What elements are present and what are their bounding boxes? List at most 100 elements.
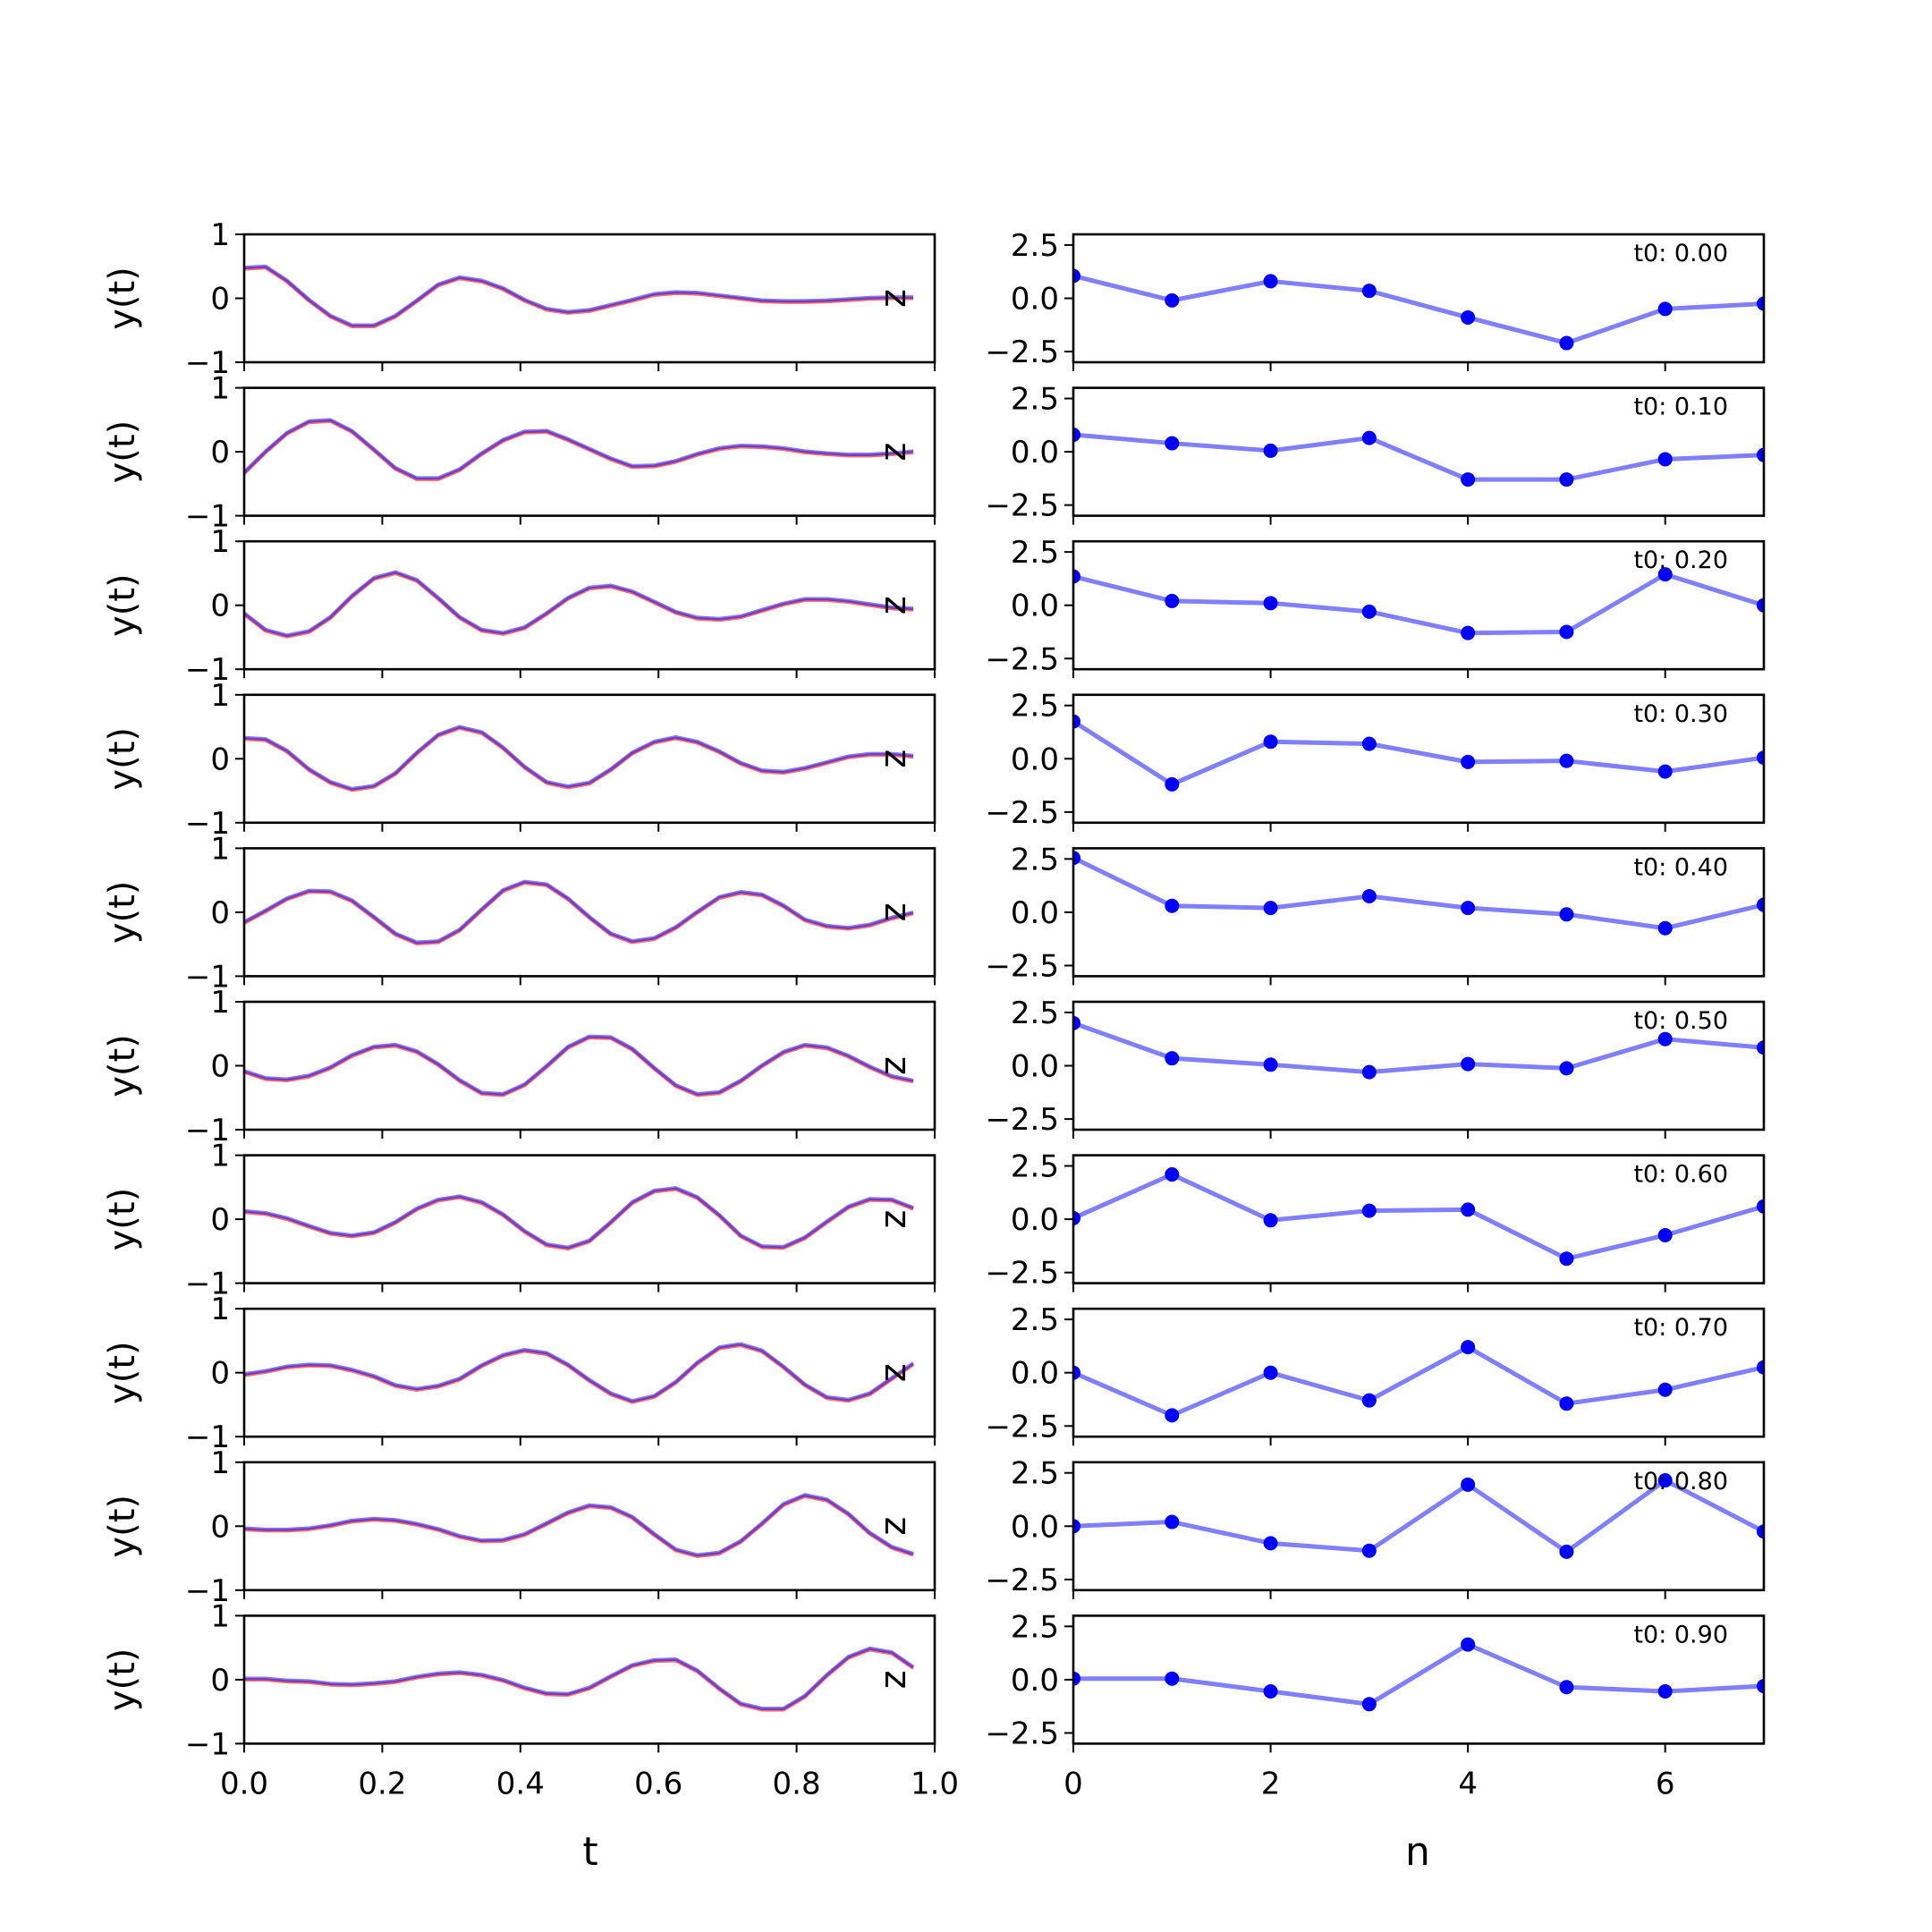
panel-t0-annotation-1: t0: 0.10 <box>1633 394 1728 421</box>
left-ytick-label-3-2: −1 <box>185 806 230 842</box>
latent-point-7-0 <box>1073 1365 1080 1380</box>
latent-line-7 <box>1073 1344 1764 1418</box>
latent-point-1-4 <box>1461 472 1476 487</box>
left-ytick-label-4-1: 0 <box>210 895 230 931</box>
latent-point-0-6 <box>1657 301 1673 317</box>
panel-t0-annotation-9: t0: 0.90 <box>1633 1621 1728 1648</box>
left-y-axis-label-6: y(t) <box>102 1188 143 1251</box>
left-xtick-label-2: 0.4 <box>496 1766 545 1801</box>
signal-a-line-3 <box>243 724 914 791</box>
panel-t0-annotation-0: t0: 0.00 <box>1633 240 1728 267</box>
latent-point-5-3 <box>1361 1064 1377 1080</box>
subplot-row-7: 1 0 −1 y(t) z 2.5 0.0 −2.5 t0: 0.70 <box>102 1292 1766 1455</box>
latent-point-1-3 <box>1361 430 1377 445</box>
latent-line-8 <box>1073 1478 1764 1555</box>
right-x-axis-label: n <box>1405 1829 1430 1875</box>
latent-point-4-6 <box>1657 920 1673 936</box>
left-y-axis-label-7: y(t) <box>102 1341 143 1404</box>
latent-line-3 <box>1073 719 1764 787</box>
left-xtick-label-1: 0.2 <box>358 1766 406 1801</box>
latent-point-1-2 <box>1263 443 1278 458</box>
right-y-axis-label-5: z <box>873 1056 914 1075</box>
panel-t0-annotation-5: t0: 0.50 <box>1633 1007 1728 1035</box>
latent-point-3-3 <box>1361 736 1377 751</box>
subplot-row-2: 1 0 −1 y(t) z 2.5 0.0 −2.5 t0: 0.20 <box>102 524 1766 688</box>
right-ytick-label-5-1: 0.0 <box>1011 1049 1059 1085</box>
latent-point-0-7 <box>1757 296 1764 311</box>
right-ytick-label-1-1: 0.0 <box>1011 435 1059 470</box>
signal-a-line-6 <box>243 1186 914 1250</box>
latent-plot-area-3 <box>1073 714 1764 792</box>
latent-point-2-7 <box>1757 597 1764 613</box>
left-ytick-label-7-0: 1 <box>210 1292 230 1327</box>
latent-point-5-0 <box>1073 1015 1080 1030</box>
panel-t0-annotation-4: t0: 0.40 <box>1633 853 1728 881</box>
right-y-axis-label-2: z <box>873 596 914 614</box>
right-xtick-label-3: 6 <box>1656 1766 1675 1801</box>
latent-point-9-1 <box>1165 1671 1180 1686</box>
signal-a-line-7 <box>243 1342 915 1403</box>
left-xtick-label-4: 0.8 <box>773 1766 821 1801</box>
right-ytick-label-3-1: 0.0 <box>1011 741 1059 777</box>
right-ytick-label-7-1: 0.0 <box>1011 1356 1059 1392</box>
latent-point-0-4 <box>1461 309 1476 325</box>
latent-point-1-5 <box>1559 472 1574 487</box>
latent-point-4-0 <box>1073 851 1080 866</box>
right-xtick-label-1: 2 <box>1261 1766 1281 1801</box>
signal-a-line-5 <box>243 1034 914 1096</box>
latent-point-5-6 <box>1657 1031 1673 1046</box>
panel-t0-annotation-7: t0: 0.70 <box>1633 1314 1728 1342</box>
latent-plot-area-0 <box>1073 268 1764 351</box>
right-y-axis-label-1: z <box>873 443 914 462</box>
latent-point-4-1 <box>1165 898 1180 913</box>
left-y-axis-label-1: y(t) <box>102 420 143 484</box>
latent-point-8-3 <box>1361 1543 1377 1558</box>
latent-point-3-5 <box>1559 753 1574 768</box>
latent-point-9-6 <box>1657 1684 1673 1699</box>
latent-plot-area-9 <box>1073 1637 1764 1712</box>
latent-point-4-5 <box>1559 907 1574 922</box>
panel-t0-annotation-2: t0: 0.20 <box>1633 547 1728 574</box>
right-ytick-label-2-0: 2.5 <box>1011 535 1059 571</box>
latent-point-1-7 <box>1757 447 1764 462</box>
right-y-axis-label-8: z <box>873 1517 914 1536</box>
latent-point-4-7 <box>1757 897 1764 912</box>
left-ytick-label-0-1: 0 <box>210 282 230 318</box>
right-y-axis-label-3: z <box>873 750 914 768</box>
signal-a-line-4 <box>243 879 914 945</box>
subplot-row-4: 1 0 −1 y(t) z 2.5 0.0 −2.5 t0: 0.40 <box>102 831 1766 995</box>
left-xtick-label-5: 1.0 <box>911 1766 959 1801</box>
latent-point-8-2 <box>1263 1536 1278 1551</box>
panel-t0-annotation-8: t0: 0.80 <box>1633 1468 1728 1496</box>
latent-point-1-0 <box>1073 428 1080 443</box>
latent-point-7-2 <box>1263 1365 1278 1380</box>
left-ytick-label-7-2: −1 <box>185 1419 230 1455</box>
latent-point-9-2 <box>1263 1684 1278 1699</box>
right-xtick-label-2: 4 <box>1458 1766 1478 1801</box>
left-ytick-label-9-0: 1 <box>210 1598 230 1634</box>
latent-point-2-3 <box>1361 604 1377 619</box>
right-ytick-label-6-2: −2.5 <box>985 1256 1059 1292</box>
right-ytick-label-9-0: 2.5 <box>1011 1609 1059 1645</box>
latent-plot-area-7 <box>1073 1340 1764 1423</box>
left-ytick-label-7-1: 0 <box>210 1356 230 1392</box>
right-ytick-label-2-1: 0.0 <box>1011 589 1059 624</box>
left-y-axis-label-9: y(t) <box>102 1648 143 1712</box>
latent-line-2 <box>1073 572 1764 636</box>
left-ytick-label-4-2: −1 <box>185 959 230 995</box>
latent-point-5-5 <box>1559 1061 1574 1076</box>
latent-point-5-4 <box>1461 1056 1476 1072</box>
latent-line-9 <box>1073 1642 1764 1707</box>
left-ytick-label-5-1: 0 <box>210 1049 230 1085</box>
left-ytick-label-5-2: −1 <box>185 1113 230 1148</box>
right-ytick-label-8-2: −2.5 <box>985 1563 1059 1598</box>
latent-point-0-0 <box>1073 268 1080 284</box>
right-ytick-label-7-2: −2.5 <box>985 1409 1059 1445</box>
latent-point-9-4 <box>1461 1637 1476 1652</box>
signal-a-line-8 <box>243 1493 914 1557</box>
latent-point-1-6 <box>1657 452 1673 467</box>
latent-point-8-6 <box>1657 1473 1673 1488</box>
subplot-row-5: 1 0 −1 y(t) z 2.5 0.0 −2.5 t0: 0.50 <box>102 985 1766 1148</box>
latent-point-2-5 <box>1559 624 1574 640</box>
right-ytick-label-4-2: −2.5 <box>985 948 1059 984</box>
